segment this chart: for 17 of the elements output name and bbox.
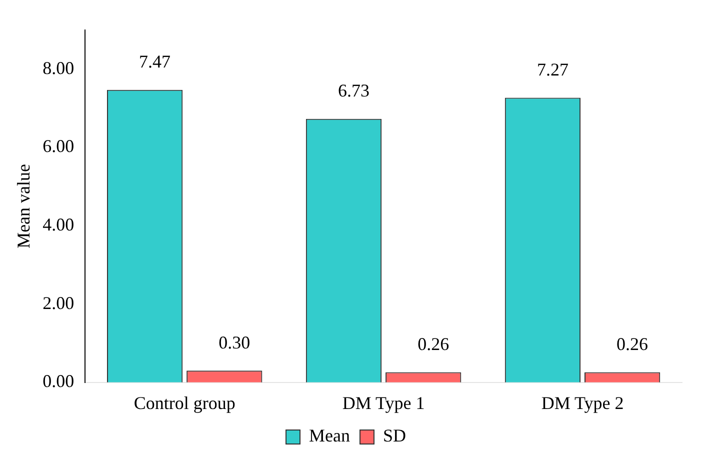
x-tick-label: DM Type 1 [342,392,425,413]
y-axis-title: Mean value [14,164,34,248]
legend-label: SD [382,426,406,446]
y-tick-label: 4.00 [42,214,74,235]
data-label: 0.30 [218,332,250,352]
y-tick-label: 8.00 [42,58,74,78]
x-tick-label: DM Type 2 [541,392,624,413]
data-label: 7.27 [536,59,568,80]
y-tick-label: 0.00 [42,371,74,392]
data-label: 0.26 [616,334,648,354]
x-tick-label: Control group [134,392,236,413]
y-tick-label: 6.00 [42,136,74,156]
y-tick-label: 2.00 [42,292,74,313]
legend-label: Mean [309,426,350,446]
data-label: 0.26 [418,334,450,354]
data-label: 7.47 [139,52,171,72]
data-label: 6.73 [338,80,370,101]
